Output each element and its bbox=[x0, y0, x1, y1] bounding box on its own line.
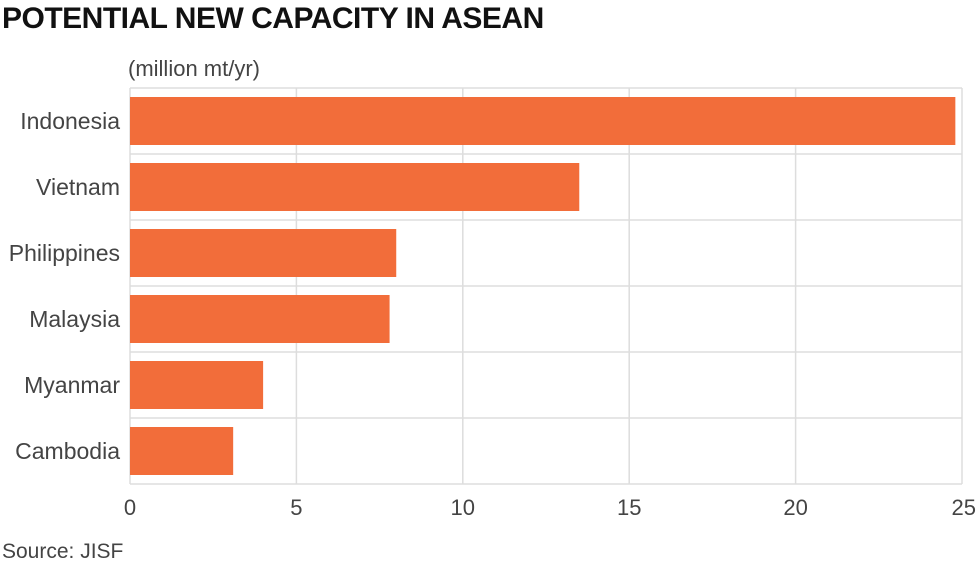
category-label-myanmar: Myanmar bbox=[24, 372, 120, 398]
unit-label: (million mt/yr) bbox=[128, 56, 260, 81]
category-label-cambodia: Cambodia bbox=[15, 438, 120, 464]
bar-cambodia bbox=[130, 427, 234, 475]
x-tick-15: 15 bbox=[617, 495, 641, 520]
x-tick-10: 10 bbox=[451, 495, 475, 520]
category-label-malaysia: Malaysia bbox=[29, 306, 120, 332]
category-label-indonesia: Indonesia bbox=[20, 108, 120, 134]
gridlines bbox=[129, 87, 963, 485]
category-labels: Indonesia Vietnam Philippines Malaysia Myanm… bbox=[9, 108, 121, 464]
category-label-vietnam: Vietnam bbox=[36, 174, 120, 200]
x-tick-20: 20 bbox=[783, 495, 807, 520]
x-tick-5: 5 bbox=[290, 495, 302, 520]
chart-title: POTENTIAL NEW CAPACITY IN ASEAN bbox=[2, 2, 544, 35]
bar-vietnam bbox=[130, 163, 580, 211]
bar-malaysia bbox=[130, 295, 390, 343]
x-tick-25: 25 bbox=[952, 495, 976, 520]
x-tick-0: 0 bbox=[124, 495, 136, 520]
x-tick-labels: 0 5 10 15 20 25 bbox=[124, 495, 976, 520]
source-note: Source: JISF bbox=[2, 540, 124, 563]
bar-philippines bbox=[130, 229, 397, 277]
category-label-philippines: Philippines bbox=[9, 240, 120, 266]
bars bbox=[130, 97, 956, 475]
bar-myanmar bbox=[130, 361, 264, 409]
bar-indonesia bbox=[130, 97, 956, 145]
